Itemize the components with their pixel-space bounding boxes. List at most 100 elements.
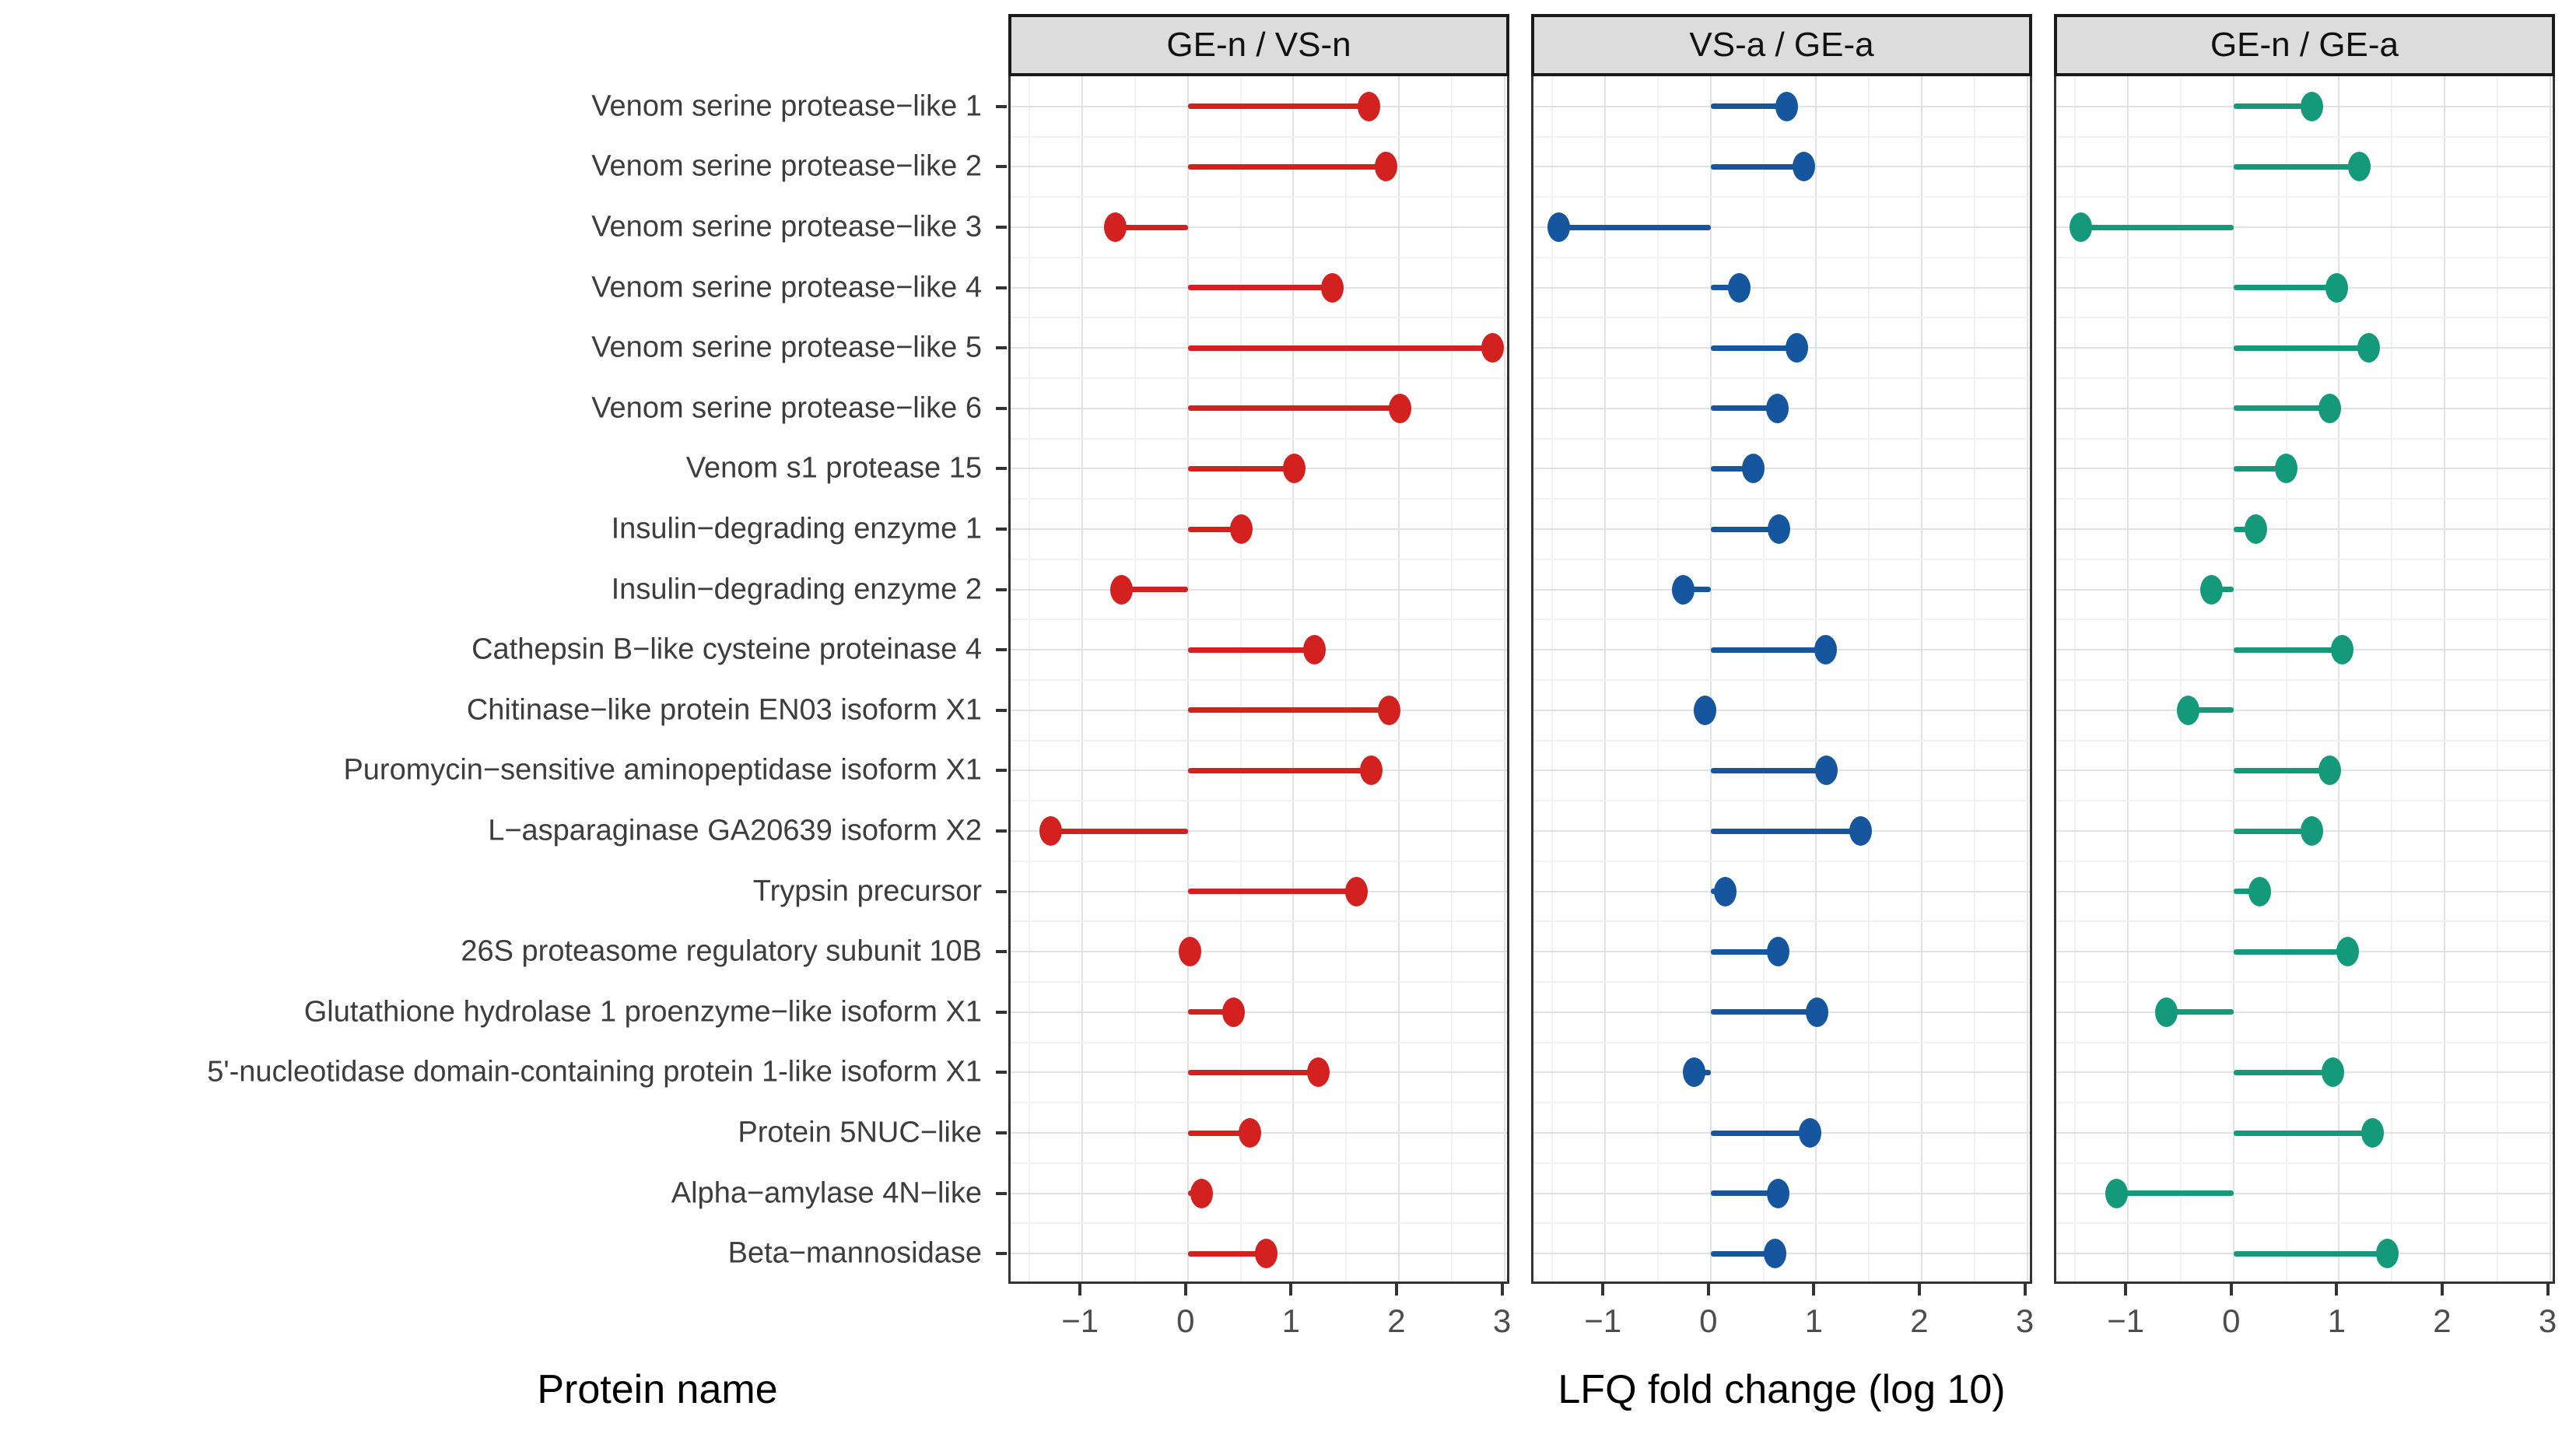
x-axis-tick-label: 2 [1387, 1303, 1406, 1339]
y-axis-tick [996, 286, 1007, 289]
gridline-major-horizontal [2056, 468, 2553, 470]
gridline-minor-horizontal [1533, 498, 2030, 500]
y-axis-label: 26S proteasome regulatory subunit 10B [461, 934, 982, 968]
lollipop-stem [2233, 163, 2360, 170]
lollipop-stem [1710, 767, 1827, 773]
lollipop-stem [1187, 285, 1333, 291]
lollipop-stem [2233, 285, 2337, 291]
gridline-minor-vertical [2391, 76, 2393, 1281]
x-axis-tick [2124, 1284, 2128, 1295]
gridline-major-vertical [1604, 76, 1607, 1281]
data-point [1302, 635, 1326, 665]
y-axis-label: Alpha−amylase 4N−like [671, 1176, 982, 1210]
data-point [1672, 574, 1695, 605]
x-axis-tick-label: 1 [1804, 1303, 1824, 1339]
data-point [1307, 1057, 1330, 1088]
gridline-minor-horizontal [1533, 437, 2030, 440]
facet-strip-label: GE-n / VS-n [1008, 14, 1509, 76]
x-axis-tick [1601, 1284, 1605, 1295]
data-point [2336, 937, 2359, 967]
y-axis-label: Beta−mannosidase [727, 1236, 982, 1270]
panel-plot-area [1008, 76, 1509, 1284]
lollipop-stem [2233, 405, 2330, 412]
y-axis-label: Venom s1 protease 15 [685, 451, 982, 485]
x-axis-tick-label: −1 [2107, 1303, 2145, 1339]
lollipop-stem [2233, 889, 2260, 895]
y-axis-label: Venom serine protease−like 5 [591, 331, 982, 364]
lollipop-stem [1187, 767, 1372, 773]
gridline-minor-horizontal [1533, 558, 2030, 560]
data-point [2199, 574, 2223, 605]
gridline-minor-horizontal [1533, 196, 2030, 198]
lollipop-stem [1187, 103, 1369, 110]
lollipop-stem [1187, 889, 1357, 895]
gridline-minor-horizontal [2056, 1222, 2553, 1225]
data-point [2357, 333, 2380, 363]
lollipop-stem [1710, 405, 1778, 412]
gridline-minor-horizontal [1533, 860, 2030, 862]
gridline-minor-vertical [1029, 76, 1031, 1281]
gridline-major-horizontal [1533, 588, 2030, 591]
gridline-major-horizontal [1533, 1071, 2030, 1074]
gridline-minor-horizontal [1011, 256, 1507, 258]
gridline-minor-horizontal [2056, 437, 2553, 440]
lollipop-stem [1187, 345, 1493, 351]
data-point [1765, 393, 1789, 423]
gridline-major-vertical [2232, 76, 2234, 1281]
data-point [1239, 1118, 1262, 1148]
x-axis-tick-label: 0 [1176, 1303, 1195, 1339]
data-point [1767, 1178, 1790, 1208]
data-point [1321, 272, 1344, 303]
gridline-minor-vertical [1868, 76, 1870, 1281]
data-point [2347, 152, 2371, 182]
y-axis-tick [996, 467, 1007, 471]
lollipop-stem [2166, 1009, 2234, 1015]
x-axis-tick-label: 2 [2433, 1303, 2452, 1339]
gridline-minor-horizontal [2056, 1041, 2553, 1043]
x-axis-tick [2440, 1284, 2444, 1295]
data-point [2300, 816, 2323, 846]
data-point [2275, 454, 2298, 484]
x-axis-tick [1917, 1284, 1921, 1295]
x-axis-tick [1812, 1284, 1816, 1295]
gridline-minor-horizontal [2056, 317, 2553, 319]
lollipop-stem [1187, 707, 1390, 713]
y-axis-label: Venom serine protease−like 3 [591, 210, 982, 244]
data-point [2321, 1057, 2344, 1088]
gridline-minor-horizontal [2056, 981, 2553, 983]
gridline-major-horizontal [1011, 226, 1507, 228]
y-axis-tick [996, 587, 1007, 591]
data-point [1767, 937, 1790, 967]
lollipop-stem [1710, 285, 1740, 291]
y-axis-tick [996, 708, 1007, 712]
gridline-major-horizontal [2056, 226, 2553, 228]
gridline-minor-vertical [2179, 76, 2182, 1281]
y-axis-label: L−asparaginase GA20639 isoform X2 [488, 814, 982, 847]
gridline-major-vertical [2549, 76, 2551, 1281]
x-axis-tick-label: 3 [2015, 1303, 2035, 1339]
y-axis-label: Puromycin−sensitive aminopeptidase isofo… [343, 753, 982, 787]
gridline-minor-horizontal [2056, 498, 2553, 500]
lollipop-stem [1558, 224, 1711, 230]
gridline-major-horizontal [1011, 588, 1507, 591]
gridline-minor-vertical [1656, 76, 1659, 1281]
lollipop-stem [1710, 647, 1826, 653]
data-point [1190, 1178, 1213, 1208]
y-axis-label: Venom serine protease−like 1 [591, 89, 982, 123]
gridline-minor-vertical [2285, 76, 2287, 1281]
gridline-minor-horizontal [1011, 739, 1507, 742]
panel-plot-area [2054, 76, 2555, 1284]
gridline-major-horizontal [1533, 709, 2030, 711]
y-axis-label: Venom serine protease−like 2 [591, 149, 982, 183]
x-axis-tick-label: 2 [1910, 1303, 1929, 1339]
gridline-major-vertical [1920, 76, 1922, 1281]
gridline-major-vertical [1081, 76, 1084, 1281]
lollipop-stem [2233, 647, 2343, 653]
gridline-major-vertical [1709, 76, 1712, 1281]
data-point [1741, 454, 1765, 484]
y-axis-tick [996, 1191, 1007, 1195]
data-point [1109, 574, 1133, 605]
gridline-minor-vertical [1973, 76, 1975, 1281]
lollipop-stem [1683, 587, 1711, 593]
gridline-minor-horizontal [1533, 317, 2030, 319]
